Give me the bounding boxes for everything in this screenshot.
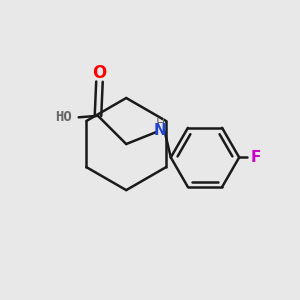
Text: N: N xyxy=(154,123,167,138)
Text: H: H xyxy=(156,117,165,130)
Text: O: O xyxy=(92,64,106,82)
Text: F: F xyxy=(250,150,261,165)
Text: HO: HO xyxy=(56,110,72,124)
